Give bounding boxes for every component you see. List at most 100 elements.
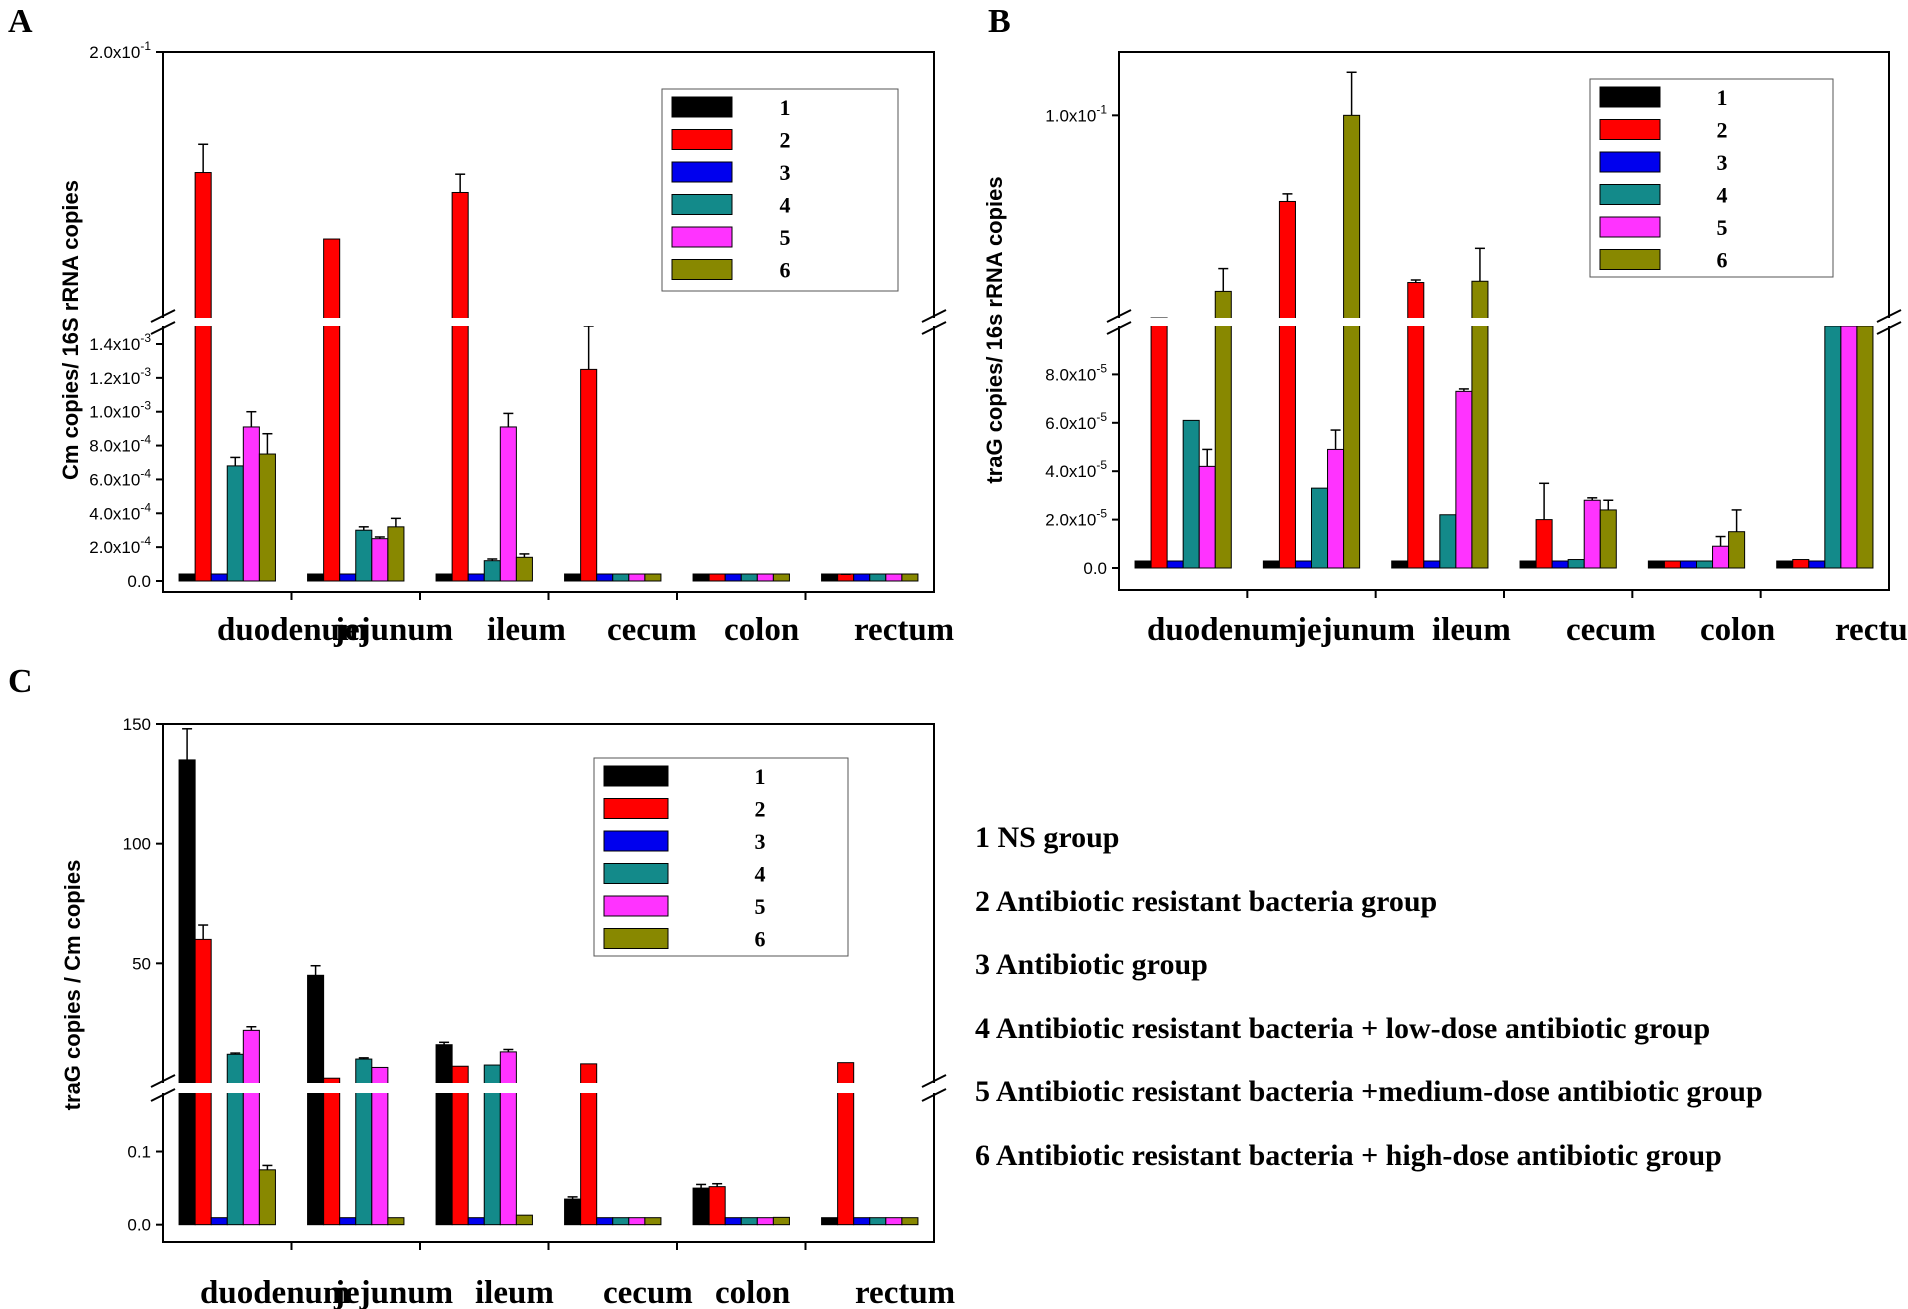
y-tick-label: 2.0x10-1 bbox=[89, 39, 151, 62]
bar-B-cecum-series-4 bbox=[1567, 559, 1585, 569]
y-tick-label: 8.0x10-5 bbox=[1045, 361, 1107, 384]
bar-C-duodenum-series-1 bbox=[178, 759, 196, 1226]
legend-swatch-1 bbox=[1599, 86, 1661, 108]
bar-A-duodenum-series-4 bbox=[226, 465, 244, 582]
bar-C-duodenum-series-2 bbox=[194, 938, 212, 1226]
bar-B-colon-series-6 bbox=[1728, 531, 1746, 569]
bar-A-jejunum-series-1 bbox=[307, 573, 325, 582]
x-category-label: ileum bbox=[1432, 612, 1511, 648]
bar-B-cecum-series-6 bbox=[1599, 509, 1617, 569]
y-tick-label: 2.0x10-5 bbox=[1045, 507, 1107, 530]
y-tick-label: 0.0 bbox=[127, 572, 151, 591]
bar-A-jejunum-series-4 bbox=[355, 529, 373, 582]
bar-B-duodenum-series-5 bbox=[1198, 465, 1216, 569]
bar-B-jejunum-series-1 bbox=[1262, 560, 1280, 569]
bar-A-colon-series-1 bbox=[692, 573, 710, 582]
y-tick-label-part: -5 bbox=[1096, 458, 1107, 472]
legend-swatch-3 bbox=[603, 830, 669, 852]
y-tick-label-part: 0.1 bbox=[127, 1143, 151, 1162]
chart-panel-C: C 0.0 0.1 50 100 150 traG copies / Cm copies du… bbox=[8, 663, 955, 1309]
bar-C-rectum-series-4 bbox=[869, 1217, 887, 1226]
legend-label-6: 6 bbox=[1717, 248, 1728, 273]
y-tick-label-part: -5 bbox=[1096, 507, 1107, 521]
y-tick-label-part: 1.2x10 bbox=[89, 369, 140, 388]
bar-A-cecum-series-4 bbox=[612, 573, 630, 582]
y-tick-label-part: -4 bbox=[140, 500, 151, 514]
legend-swatch-3 bbox=[671, 161, 733, 183]
legend-swatch-1 bbox=[671, 96, 733, 118]
axis-break-slash bbox=[150, 1088, 176, 1102]
bar-B-rectum-series-6 bbox=[1856, 325, 1874, 569]
bar-A-duodenum-series-2 bbox=[194, 172, 212, 582]
y-tick-label-part: 1.0x10 bbox=[1045, 106, 1096, 125]
y-axis-label: traG copies / Cm copies bbox=[60, 860, 85, 1111]
legend-label-2: 2 bbox=[1717, 118, 1728, 143]
bar-C-rectum-series-6 bbox=[901, 1217, 919, 1226]
axis-break-slash bbox=[921, 1074, 947, 1088]
bar-A-cecum-series-2 bbox=[580, 368, 598, 582]
bar-A-rectum-series-2 bbox=[837, 573, 855, 582]
bar-A-colon-series-2 bbox=[708, 573, 726, 582]
bar-A-duodenum-series-3 bbox=[210, 573, 228, 582]
y-tick-label: 150 bbox=[123, 715, 151, 734]
bar-B-jejunum-series-2 bbox=[1278, 200, 1296, 569]
chart-panel-A: A0.02.0x10-44.0x10-46.0x10-48.0x10-41.0x… bbox=[8, 3, 954, 648]
bar-B-colon-series-3 bbox=[1679, 560, 1698, 569]
bar-C-duodenum-series-6 bbox=[258, 1169, 276, 1226]
bar-C-rectum-series-3 bbox=[853, 1217, 871, 1226]
x-category-label: rectum bbox=[1835, 612, 1908, 648]
bar-C-colon-series-6 bbox=[772, 1216, 790, 1226]
bar-B-ileum-series-5 bbox=[1455, 390, 1473, 569]
bar-C-duodenum-series-3 bbox=[210, 1217, 228, 1226]
y-tick-label-part: 4.0x10 bbox=[1045, 462, 1096, 481]
legend-swatch-6 bbox=[671, 259, 733, 280]
y-tick-label: 1.0x10-3 bbox=[89, 399, 151, 422]
bar-C-jejunum-series-6 bbox=[387, 1217, 405, 1226]
x-category-label: ileum bbox=[487, 612, 566, 648]
legend-swatch-2 bbox=[1599, 119, 1661, 140]
axis-break-gap bbox=[1116, 318, 1892, 326]
x-category-label: duodenum bbox=[217, 612, 367, 648]
bar-A-colon-series-5 bbox=[756, 573, 774, 582]
bar-B-jejunum-series-5 bbox=[1327, 448, 1345, 569]
bar-B-rectum-series-1 bbox=[1776, 560, 1794, 569]
y-tick-label-part: 2.0x10 bbox=[89, 538, 140, 557]
legend-label-5: 5 bbox=[755, 894, 766, 919]
x-category-label: colon bbox=[724, 612, 799, 648]
legend-label-1: 1 bbox=[755, 764, 766, 789]
bar-B-duodenum-series-3 bbox=[1166, 560, 1184, 569]
legend-swatch-5 bbox=[1599, 216, 1661, 238]
x-category-label: cecum bbox=[1566, 612, 1656, 648]
y-tick-label-part: -5 bbox=[1096, 361, 1107, 375]
bar-B-rectum-series-5 bbox=[1840, 325, 1858, 569]
bar-A-colon-series-4 bbox=[740, 573, 758, 582]
y-tick-label-part: -3 bbox=[140, 365, 151, 379]
bar-A-cecum-series-5 bbox=[628, 573, 646, 582]
bar-A-duodenum-series-5 bbox=[242, 426, 260, 582]
legend-label-4: 4 bbox=[1717, 183, 1728, 208]
legend-swatch-2 bbox=[603, 798, 669, 819]
bar-A-ileum-series-1 bbox=[435, 573, 453, 582]
bar-B-ileum-series-3 bbox=[1423, 560, 1441, 569]
legend-label-6: 6 bbox=[755, 927, 766, 952]
legend-label-1: 1 bbox=[1717, 85, 1728, 110]
bar-C-cecum-series-6 bbox=[644, 1217, 662, 1226]
bar-A-colon-series-3 bbox=[724, 573, 742, 582]
y-tick-label: 0.0 bbox=[1083, 559, 1107, 578]
group-description-3: 3 Antibiotic group bbox=[975, 948, 1208, 981]
bar-C-jejunum-series-1 bbox=[307, 974, 325, 1226]
group-description-5: 5 Antibiotic resistant bacteria +medium-… bbox=[975, 1075, 1763, 1108]
bar-A-duodenum-series-6 bbox=[258, 453, 276, 582]
y-tick-label-part: -1 bbox=[140, 39, 151, 53]
axis-break-slash bbox=[1876, 321, 1902, 335]
bar-C-cecum-series-4 bbox=[612, 1217, 630, 1226]
legend-swatch-4 bbox=[603, 863, 669, 884]
y-tick-label-part: 1.4x10 bbox=[89, 335, 140, 354]
bar-A-duodenum-series-1 bbox=[178, 573, 196, 582]
bar-A-cecum-series-3 bbox=[596, 573, 614, 582]
bar-C-rectum-series-2 bbox=[837, 1062, 855, 1226]
bar-C-duodenum-series-5 bbox=[242, 1029, 260, 1226]
y-tick-label: 2.0x10-4 bbox=[89, 534, 151, 557]
bar-B-cecum-series-3 bbox=[1551, 560, 1569, 569]
bar-A-colon-series-6 bbox=[772, 573, 790, 582]
